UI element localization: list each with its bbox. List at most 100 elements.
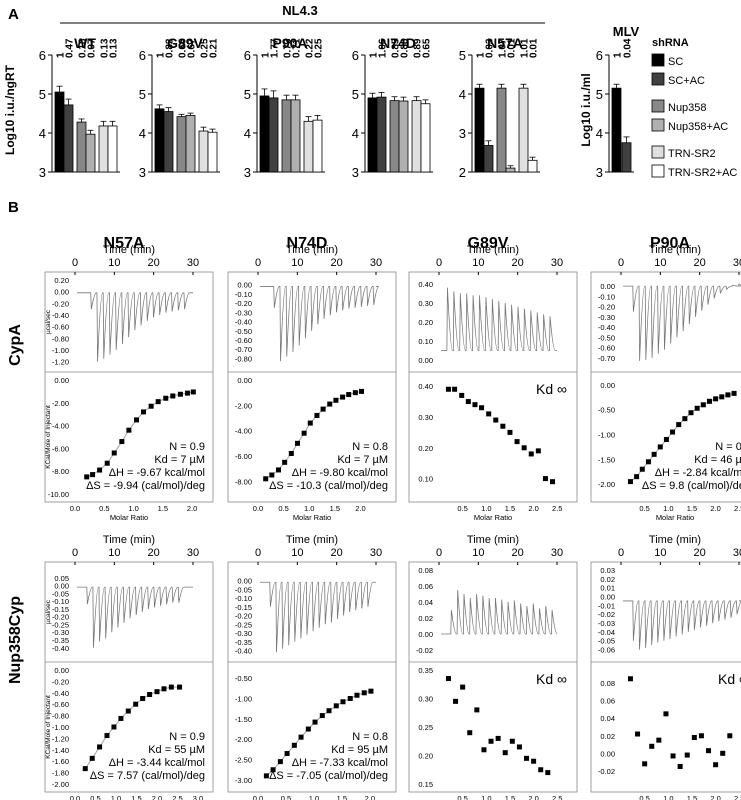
bar bbox=[176, 116, 187, 173]
time-tick-label: 0 bbox=[255, 547, 261, 559]
bar bbox=[154, 108, 165, 173]
fit-y-axis-label: KCal/Mole of Injectant bbox=[45, 405, 52, 469]
raw-y-tick-label: 0.00 bbox=[600, 282, 615, 291]
fit-x-tick-label: 1.0 bbox=[128, 504, 138, 513]
bar-ratio-label: 0.13 bbox=[109, 38, 120, 58]
data-point bbox=[305, 726, 311, 732]
data-point bbox=[542, 476, 548, 482]
fit-x-tick-label: 0.0 bbox=[253, 794, 263, 800]
bar bbox=[611, 87, 622, 173]
fit-y-tick-label: 0.15 bbox=[418, 780, 433, 789]
bar-ratio-label: 0.47 bbox=[65, 38, 76, 58]
data-point bbox=[657, 444, 663, 450]
bar bbox=[281, 99, 292, 173]
bar-ratio-label: 1 bbox=[613, 52, 624, 58]
fit-x-tick-label: 1.0 bbox=[111, 794, 121, 800]
data-point bbox=[688, 410, 694, 416]
data-point bbox=[161, 686, 167, 692]
time-axis-label: Time (min) bbox=[103, 244, 155, 256]
data-point bbox=[535, 448, 541, 454]
bar-y-tick-label: 6 bbox=[244, 48, 251, 63]
data-point bbox=[670, 753, 676, 759]
fit-x-tick-label: 1.5 bbox=[330, 504, 340, 513]
bar-ratio-label: 0.89 bbox=[413, 38, 424, 58]
data-point bbox=[140, 696, 146, 701]
data-point bbox=[727, 733, 733, 739]
raw-y-tick-label: -0.25 bbox=[235, 620, 252, 629]
data-point bbox=[656, 737, 662, 743]
data-point bbox=[524, 755, 530, 761]
fit-x-tick-label: 2.5 bbox=[734, 504, 741, 513]
fit-y-tick-label: -1.00 bbox=[235, 695, 252, 704]
data-point bbox=[645, 459, 651, 465]
time-tick-label: 0 bbox=[255, 257, 261, 269]
bar-y-tick-label: 3 bbox=[459, 126, 466, 141]
bar bbox=[389, 100, 400, 173]
bar-ratio-label: 0.85 bbox=[391, 38, 402, 58]
itc-frame bbox=[408, 561, 578, 793]
data-point bbox=[500, 423, 506, 429]
data-point bbox=[698, 733, 704, 739]
fit-y-tick-label: -2.50 bbox=[235, 756, 252, 765]
bar-ratio-label: 0.04 bbox=[623, 38, 634, 58]
fit-curve bbox=[266, 690, 372, 777]
fit-x-tick-label: 0.5 bbox=[457, 504, 467, 513]
fit-annotation: Kd = 7 µM bbox=[154, 454, 205, 466]
fit-x-tick-label: 2.0 bbox=[710, 794, 720, 800]
raw-y-tick-label: 0.06 bbox=[418, 582, 433, 591]
time-tick-label: 20 bbox=[694, 547, 706, 559]
bar-chart-title: N74D bbox=[380, 35, 416, 51]
y-axis-label-nl43: Log10 i.u./ngRT bbox=[3, 64, 17, 155]
bar-y-tick-label: 5 bbox=[139, 87, 146, 102]
raw-y-tick-label: -0.10 bbox=[235, 290, 252, 299]
data-point bbox=[147, 692, 153, 698]
data-point bbox=[154, 689, 160, 695]
data-point bbox=[119, 439, 125, 445]
legend-label: TRN-SR2+AC bbox=[668, 167, 737, 179]
data-point bbox=[682, 416, 688, 422]
data-point bbox=[531, 758, 537, 764]
data-point bbox=[263, 773, 269, 779]
itc-frame bbox=[590, 561, 741, 793]
raw-y-tick-label: -0.01 bbox=[598, 601, 615, 610]
data-point bbox=[89, 755, 95, 761]
bar bbox=[290, 99, 301, 173]
fit-curve bbox=[265, 390, 362, 480]
data-point bbox=[725, 392, 731, 398]
bar-y-tick-label: 4 bbox=[244, 126, 251, 141]
fit-annotation: ΔS = -9.94 (cal/mol)/deg bbox=[86, 480, 205, 492]
data-point bbox=[269, 472, 275, 478]
fit-y-tick-label: 0.30 bbox=[418, 413, 433, 422]
fit-y-tick-label: -1.20 bbox=[52, 734, 69, 743]
data-point bbox=[312, 719, 318, 725]
data-point bbox=[82, 766, 88, 772]
fit-annotation: ΔS = -7.05 (cal/mol)/deg bbox=[269, 770, 388, 782]
bar bbox=[398, 100, 409, 173]
legend-swatch bbox=[651, 118, 665, 132]
bar-ratio-label: 1 bbox=[369, 52, 380, 58]
raw-trace bbox=[259, 581, 376, 653]
itc-frame bbox=[44, 561, 214, 793]
data-point bbox=[354, 692, 360, 698]
fit-annotation: Kd = 7 µM bbox=[337, 454, 388, 466]
itc-panel: Time (min)01020300.030.020.010.00-0.01-0… bbox=[590, 534, 741, 800]
data-point bbox=[301, 430, 307, 436]
raw-trace bbox=[622, 600, 741, 650]
time-tick-label: 10 bbox=[472, 257, 484, 269]
data-point bbox=[361, 690, 367, 696]
bar bbox=[198, 130, 209, 173]
data-point bbox=[111, 450, 117, 456]
legend-swatch bbox=[651, 72, 665, 86]
bar-ratio-label: 0.01 bbox=[507, 38, 518, 58]
fit-x-tick-label: 1.0 bbox=[663, 504, 673, 513]
bar-y-tick-label: 6 bbox=[39, 48, 46, 63]
data-point bbox=[474, 707, 480, 713]
data-point bbox=[691, 735, 697, 741]
raw-y-tick-label: -0.15 bbox=[52, 605, 69, 614]
data-point bbox=[294, 440, 300, 446]
data-point bbox=[282, 459, 288, 465]
bar-y-tick-label: 4 bbox=[459, 87, 466, 102]
fit-y-tick-label: 0.25 bbox=[418, 723, 433, 732]
data-point bbox=[291, 742, 297, 748]
fit-x-tick-label: 0.5 bbox=[90, 794, 100, 800]
